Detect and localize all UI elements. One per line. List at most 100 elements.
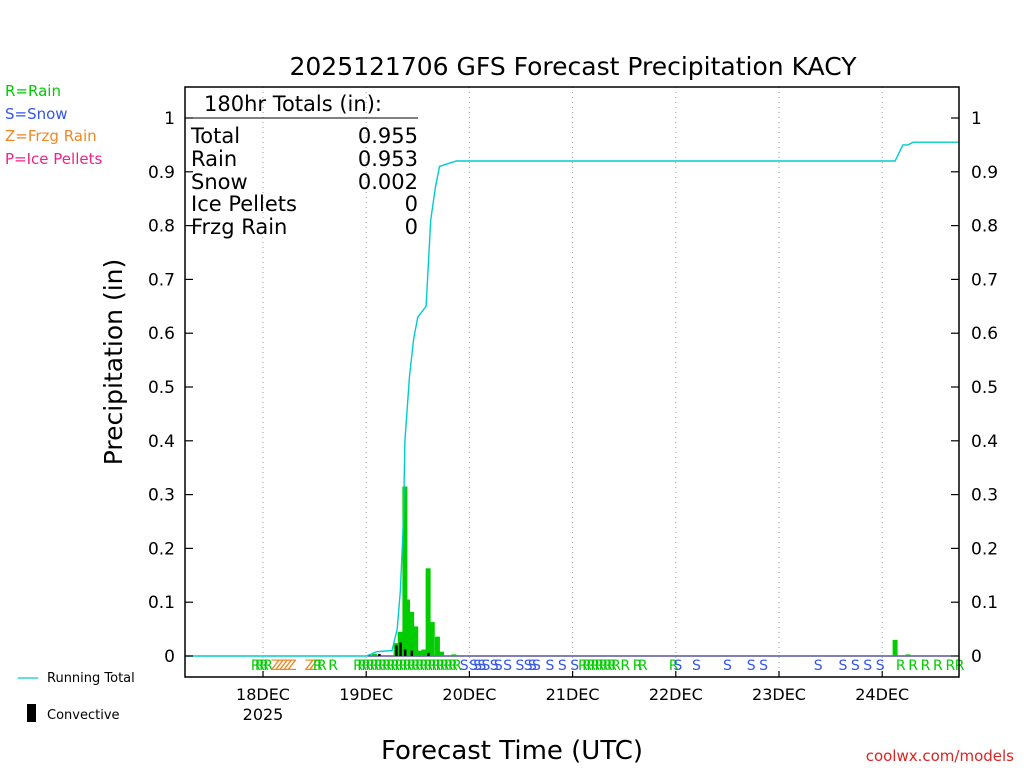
precip-type-marker: R — [386, 658, 396, 674]
y-tick-label-left: 0.1 — [148, 593, 175, 613]
precip-bar — [439, 651, 445, 656]
precip-type-marker: S — [528, 658, 537, 674]
y-tick-label-right: 0.2 — [971, 539, 998, 559]
precip-type-marker: R — [357, 658, 367, 674]
precip-type-marker: R — [607, 658, 617, 674]
precip-type-marker: S — [545, 658, 554, 674]
y-tick-label-right: 0.5 — [971, 378, 998, 398]
precip-type-marker: R — [365, 658, 375, 674]
precip-type-marker: Z — [275, 658, 285, 674]
precip-type-marker: R — [353, 658, 363, 674]
totals-label-rain: Rain — [191, 147, 237, 171]
precip-type-marker: R — [407, 658, 417, 674]
convective-bars — [378, 642, 430, 656]
running-total-series — [185, 141, 960, 657]
precip-type-marker: R — [945, 658, 955, 674]
y-tick-label-right: 0.1 — [971, 593, 998, 613]
precip-type-marker: R — [638, 658, 648, 674]
precip-type-marker: R — [586, 658, 596, 674]
precip-bar — [402, 486, 408, 656]
y-tick-label-left: 0.6 — [148, 324, 175, 344]
precip-type-marker: R — [403, 658, 413, 674]
y-tick-label-right: 0 — [971, 647, 982, 667]
y-tick-label-left: 0.9 — [148, 163, 175, 183]
precip-bar — [404, 599, 410, 656]
precip-type-marker: R — [603, 658, 613, 674]
precip-type-marker: R — [933, 658, 943, 674]
precip-type-marker: R — [582, 658, 592, 674]
precip-type-marker: S — [477, 658, 486, 674]
precip-type-marker: Z — [279, 658, 289, 674]
totals-label-total: Total — [190, 124, 240, 148]
precip-type-marker: S — [469, 658, 478, 674]
precip-type-marker: S — [494, 658, 503, 674]
precip-type-marker: R — [317, 658, 327, 674]
totals-label-snow: Snow — [191, 170, 248, 194]
precip-type-marker: R — [432, 658, 442, 674]
series-legend: Running Total Convective — [18, 671, 135, 723]
totals-value-total: 0.955 — [358, 124, 418, 148]
y-tick-label-left: 0.5 — [148, 378, 175, 398]
totals-heading: 180hr Totals (in): — [204, 92, 382, 116]
totals-value-frzg-rain: 0 — [405, 215, 418, 239]
convective-bar — [399, 642, 402, 656]
precip-type-marker: R — [427, 658, 437, 674]
legend-ice-pellets: P=Ice Pellets — [5, 150, 102, 168]
precip-type-marker: R — [390, 658, 400, 674]
convective-bar — [410, 650, 414, 656]
precip-bar — [905, 654, 911, 656]
convective-legend-label: Convective — [47, 708, 120, 723]
precip-type-marker: R — [382, 658, 392, 674]
x-tick-label: 20DEC — [442, 685, 496, 704]
precip-type-marker: R — [595, 658, 605, 674]
legend-rain: R=Rain — [5, 82, 61, 100]
credit-link[interactable]: coolwx.com/models — [866, 747, 1014, 765]
precip-type-marker: S — [473, 658, 482, 674]
precip-type-marker: Z — [283, 658, 293, 674]
precip-type-marker: S — [692, 658, 701, 674]
precip-type-marker: S — [460, 658, 469, 674]
y-tick-label-right: 0.6 — [971, 324, 998, 344]
precip-type-marker: Z — [287, 658, 297, 674]
precip-type-marker: S — [570, 658, 579, 674]
y-axis-left: 0 0.1 0.2 0.3 0.4 0.5 0.6 0.7 0.8 0.9 1 — [148, 109, 193, 667]
precip-type-marker: S — [759, 658, 768, 674]
x-tick-label: 18DEC — [236, 685, 290, 704]
precip-type-marker: S — [532, 658, 541, 674]
precip-bar — [421, 649, 427, 656]
precip-type-marker: R — [669, 658, 679, 674]
precip-type-marker: R — [328, 658, 338, 674]
precip-type-marker: R — [611, 658, 621, 674]
y-tick-label-left: 0.8 — [148, 217, 175, 237]
precip-type-marker: R — [590, 658, 600, 674]
y-tick-label-left: 1 — [164, 109, 175, 129]
precip-type-marker: R — [263, 658, 273, 674]
totals-label-frzg-rain: Frzg Rain — [191, 215, 287, 239]
precip-type-marker: S — [863, 658, 872, 674]
x-tick-label: 23DEC — [752, 685, 806, 704]
precip-type-marker: S — [814, 658, 823, 674]
precip-type-marker: S — [839, 658, 848, 674]
legend-snow: S=Snow — [5, 105, 68, 123]
y-tick-label-left: 0.2 — [148, 539, 175, 559]
y-tick-label-left: 0.4 — [148, 432, 175, 452]
precip-type-marker: S — [723, 658, 732, 674]
y-tick-label-left: 0.3 — [148, 486, 175, 506]
precip-type-marker: R — [411, 658, 421, 674]
convective-bar — [395, 645, 398, 656]
y-tick-label-left: 0.7 — [148, 270, 175, 290]
legend-frzg-rain: Z=Frzg Rain — [5, 127, 97, 145]
precip-type-marker: S — [516, 658, 525, 674]
precip-type-marker: R — [896, 658, 906, 674]
precip-type-marker: R — [599, 658, 609, 674]
precip-type-marker: R — [259, 658, 269, 674]
totals-label-ice-pellets: Ice Pellets — [191, 192, 297, 216]
y-axis-right: 0 0.1 0.2 0.3 0.4 0.5 0.6 0.7 0.8 0.9 1 — [951, 109, 998, 667]
precip-type-marker: S — [876, 658, 885, 674]
precip-type-marker: S — [558, 658, 567, 674]
totals-value-snow: 0.002 — [358, 170, 418, 194]
precip-type-marker: R — [578, 658, 588, 674]
y-tick-label-right: 0.3 — [971, 486, 998, 506]
